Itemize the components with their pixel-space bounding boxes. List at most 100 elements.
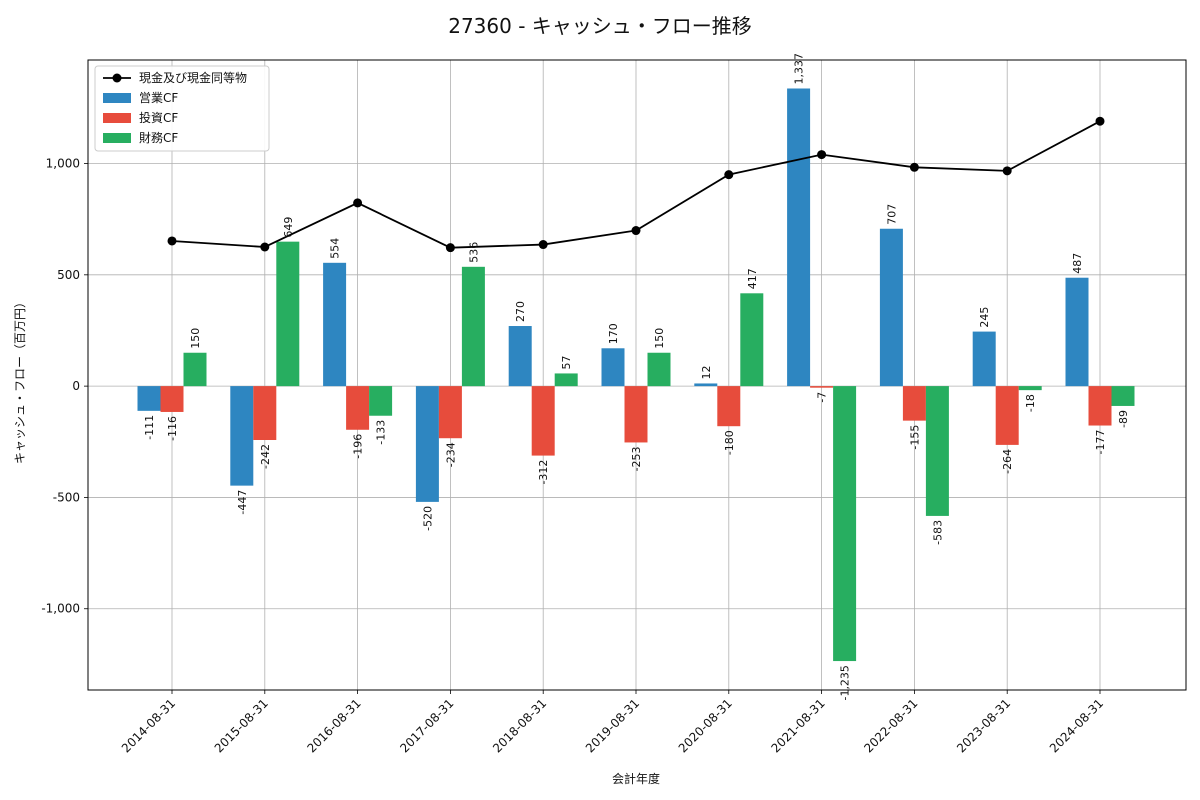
line-series xyxy=(167,116,1105,253)
y-tick-label: 0 xyxy=(72,379,80,393)
y-tick-label: -500 xyxy=(53,490,80,504)
bar-financing-cf xyxy=(740,293,764,387)
data-label: -177 xyxy=(1094,430,1107,455)
bar-financing-cf xyxy=(461,266,485,387)
data-label: 150 xyxy=(189,328,202,349)
bar-operating-cf xyxy=(508,326,532,387)
bar-financing-cf xyxy=(276,241,300,387)
data-label: -264 xyxy=(1001,449,1014,474)
data-label: -583 xyxy=(931,520,944,545)
bar-operating-cf xyxy=(415,386,439,502)
y-tick-label: 1,000 xyxy=(46,157,80,171)
y-tick-label: 500 xyxy=(57,268,80,282)
data-label: -253 xyxy=(630,446,643,471)
cash-equivalents-point xyxy=(631,226,641,236)
cash-equivalents-point xyxy=(353,198,363,208)
data-label: -196 xyxy=(352,434,365,459)
legend-label: 営業CF xyxy=(139,91,178,105)
data-label: -18 xyxy=(1024,394,1037,412)
cash-equivalents-point xyxy=(445,243,455,253)
cash-equivalents-point xyxy=(1095,116,1105,126)
bar-operating-cf xyxy=(230,386,254,486)
data-label: -312 xyxy=(537,460,550,485)
x-tick-label: 2018-08-31 xyxy=(490,696,549,755)
x-tick-label: 2016-08-31 xyxy=(305,696,364,755)
data-label: -155 xyxy=(908,425,921,450)
bar-financing-cf xyxy=(925,386,949,516)
bar-operating-cf xyxy=(879,228,903,387)
bar-financing-cf xyxy=(833,386,857,662)
data-label: -242 xyxy=(259,444,272,469)
data-label: 150 xyxy=(653,328,666,349)
x-tick-label: 2015-08-31 xyxy=(212,696,271,755)
x-tick-label: 2022-08-31 xyxy=(861,696,920,755)
bar-investing-cf xyxy=(346,386,370,430)
cash-equivalents-point xyxy=(817,150,827,160)
bar-investing-cf xyxy=(902,386,926,421)
legend-label: 財務CF xyxy=(139,130,178,145)
cash-equivalents-point xyxy=(167,236,177,246)
data-label: -89 xyxy=(1117,410,1130,428)
cash-equivalents-point xyxy=(1002,166,1012,176)
plot-frame xyxy=(87,59,1187,691)
cash-equivalents-point xyxy=(260,242,270,252)
bar-operating-cf xyxy=(787,88,811,387)
data-label: 1,337 xyxy=(793,53,806,85)
data-label: -7 xyxy=(816,392,829,403)
legend-bar-swatch xyxy=(103,93,131,103)
data-label: -447 xyxy=(236,490,249,515)
legend-marker xyxy=(112,73,122,83)
bar-series xyxy=(137,88,1135,662)
data-label: -234 xyxy=(444,442,457,467)
grid-lines xyxy=(88,60,1186,690)
bar-investing-cf xyxy=(717,386,741,427)
cash-equivalents-point xyxy=(724,170,734,180)
legend-label: 投資CF xyxy=(139,110,178,125)
bar-operating-cf xyxy=(323,262,347,387)
legend-bar-swatch xyxy=(103,113,131,123)
data-label: 536 xyxy=(467,242,480,263)
bar-investing-cf xyxy=(810,386,834,388)
bar-financing-cf xyxy=(554,373,578,387)
data-label: -116 xyxy=(166,416,179,441)
bar-financing-cf xyxy=(1018,386,1042,391)
bar-financing-cf xyxy=(647,352,671,387)
bar-investing-cf xyxy=(160,386,184,412)
x-tick-label: 2020-08-31 xyxy=(676,696,735,755)
x-tick-label: 2021-08-31 xyxy=(769,696,828,755)
x-tick-label: 2014-08-31 xyxy=(119,696,178,755)
cash-equivalents-point xyxy=(538,240,548,250)
data-label: 649 xyxy=(282,217,295,238)
y-tick-label: -1,000 xyxy=(41,602,80,616)
legend-box xyxy=(94,65,270,152)
bar-investing-cf xyxy=(624,386,648,443)
data-label: 270 xyxy=(514,301,527,322)
bar-financing-cf xyxy=(369,386,393,416)
data-labels: -111 -447 554 -520 270 170 12 1,337 707 245 487 -11… xyxy=(143,53,1130,701)
data-label: -133 xyxy=(375,420,388,445)
bar-investing-cf xyxy=(438,386,462,439)
data-label: 417 xyxy=(746,268,759,289)
x-axis-label: 会計年度 xyxy=(612,771,660,786)
bar-operating-cf xyxy=(1065,277,1089,387)
x-tick-label: 2017-08-31 xyxy=(397,696,456,755)
bar-operating-cf xyxy=(601,348,625,387)
bar-financing-cf xyxy=(183,352,207,387)
data-label: -111 xyxy=(143,415,156,440)
bar-financing-cf xyxy=(1111,386,1135,406)
chart-title: 27360 - キャッシュ・フロー推移 xyxy=(448,14,752,38)
x-tick-label: 2024-08-31 xyxy=(1047,696,1106,755)
data-label: 487 xyxy=(1071,253,1084,274)
cash-equivalents-point xyxy=(909,162,919,172)
data-label: -520 xyxy=(421,506,434,531)
data-label: 57 xyxy=(560,355,573,369)
bar-investing-cf xyxy=(531,386,555,456)
bar-investing-cf xyxy=(995,386,1019,445)
data-label: 245 xyxy=(978,307,991,328)
legend-bar-swatch xyxy=(103,133,131,143)
data-label: 554 xyxy=(329,238,342,259)
bar-investing-cf xyxy=(253,386,277,441)
bar-investing-cf xyxy=(1088,386,1112,426)
